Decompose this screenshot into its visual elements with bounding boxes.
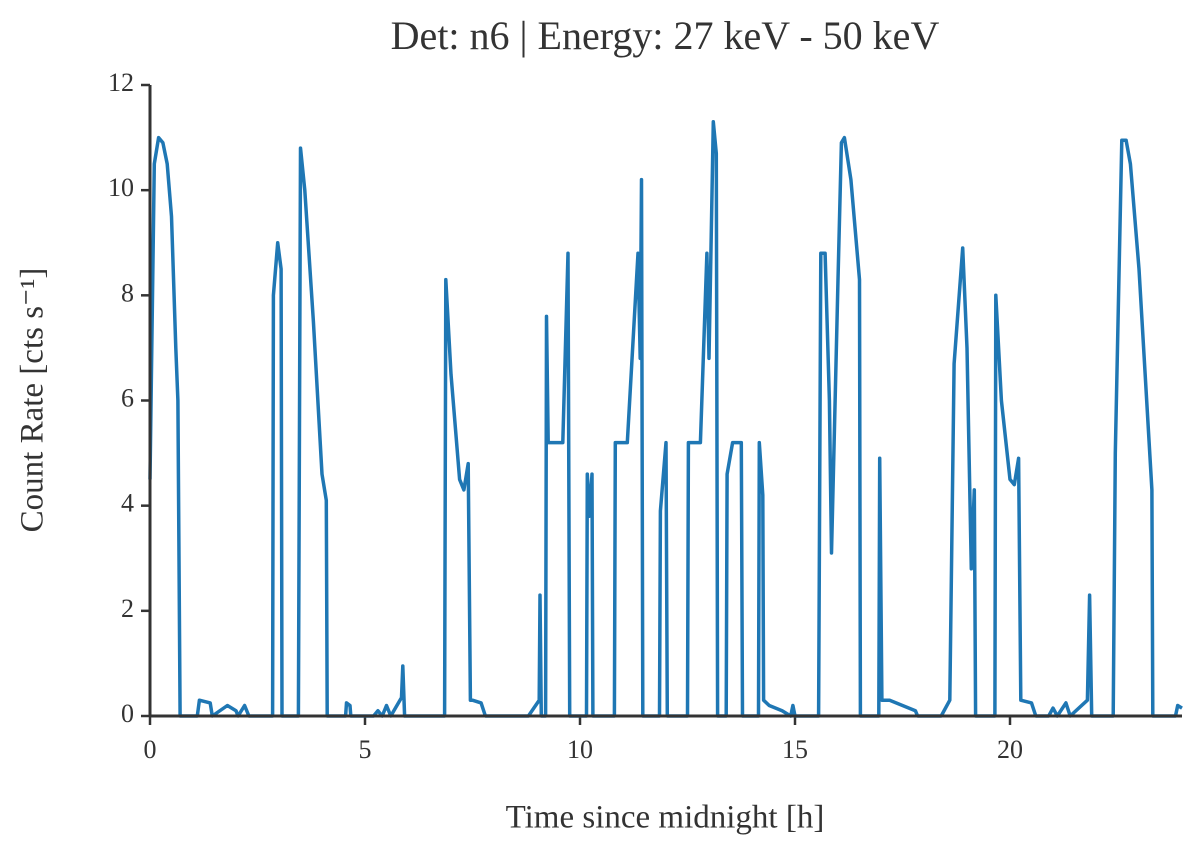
y-tick-label: 6 (121, 383, 134, 412)
y-tick-label: 4 (121, 489, 134, 518)
x-tick-label: 20 (997, 735, 1023, 764)
x-tick-label: 15 (782, 735, 808, 764)
data-line (148, 120, 1183, 718)
x-tick-label: 10 (567, 735, 593, 764)
y-tick-label: 8 (121, 278, 134, 307)
y-tick-label: 2 (121, 594, 134, 623)
y-axis-label: Count Rate [cts s⁻¹] (15, 268, 51, 533)
chart-title: Det: n6 | Energy: 27 keV - 50 keV (391, 13, 940, 58)
y-tick-label: 10 (108, 173, 134, 202)
x-tick-label: 5 (359, 735, 372, 764)
y-tick-label: 0 (121, 699, 134, 728)
x-tick-label: 0 (144, 735, 157, 764)
x-axis-label: Time since midnight [h] (506, 800, 825, 836)
y-tick-label: 12 (108, 68, 134, 97)
